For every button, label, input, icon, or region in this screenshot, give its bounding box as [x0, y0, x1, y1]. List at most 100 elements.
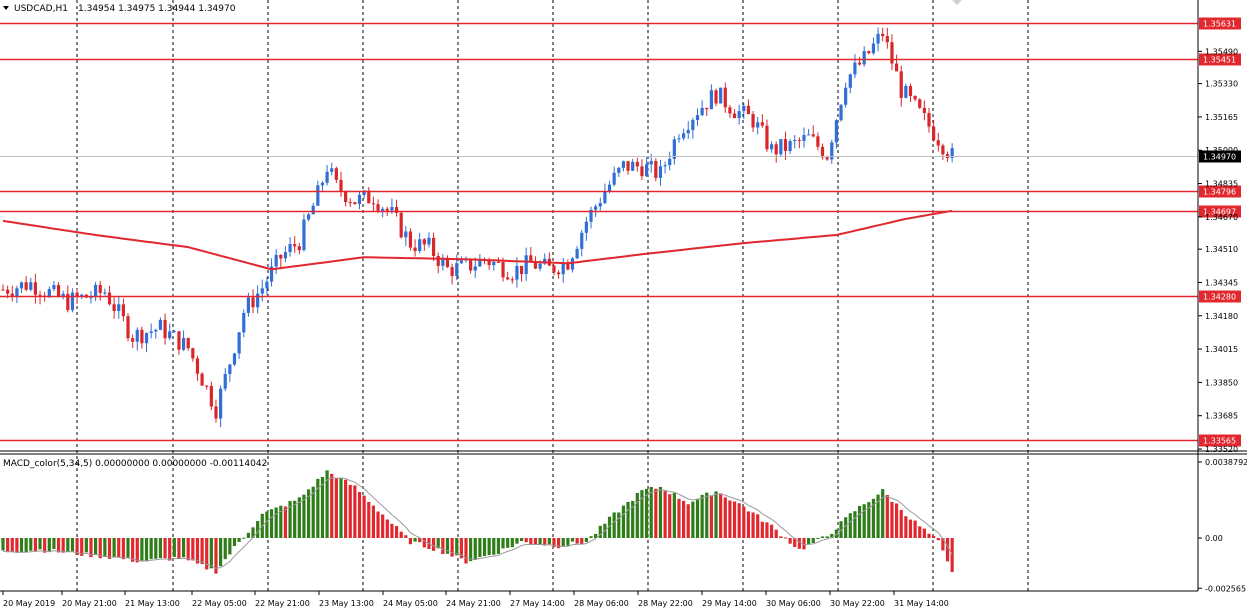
- candle-body: [66, 293, 70, 311]
- macd-bar: [297, 497, 301, 538]
- candle-body: [857, 62, 862, 65]
- indicator-tick-label: -0.002565: [1205, 584, 1246, 593]
- macd-bar: [191, 538, 195, 561]
- candle-body: [654, 161, 658, 178]
- candle-body: [876, 33, 880, 44]
- macd-bar: [584, 538, 588, 543]
- candle-body: [297, 246, 301, 251]
- macd-bar: [853, 511, 857, 538]
- candle-body: [19, 282, 24, 289]
- candle-body: [98, 284, 102, 293]
- candle-body: [38, 294, 42, 296]
- macd-bar: [154, 538, 158, 559]
- triangle-down-icon[interactable]: [3, 6, 9, 10]
- macd-bar: [172, 538, 176, 557]
- macd-bar: [94, 538, 98, 555]
- candle-body: [510, 279, 514, 281]
- candle-body: [121, 304, 125, 317]
- macd-bar: [52, 538, 56, 550]
- macd-bar: [686, 504, 690, 538]
- candle-body: [47, 289, 51, 297]
- macd-bar: [473, 538, 477, 560]
- time-tick-label: 22 May 21:00: [255, 599, 310, 608]
- candle-body: [214, 406, 218, 419]
- time-tick-label: 22 May 05:00: [192, 599, 247, 608]
- candle-body: [700, 107, 704, 116]
- macd-bar: [117, 538, 121, 558]
- macd-bar: [251, 527, 255, 538]
- time-tick-label: 21 May 13:00: [125, 599, 180, 608]
- macd-bar: [607, 516, 612, 538]
- candle-body: [320, 182, 325, 186]
- macd-bar: [181, 538, 186, 558]
- candle-body: [260, 288, 264, 294]
- candle-body: [807, 134, 811, 136]
- macd-bar: [1, 538, 5, 551]
- macd-bar: [61, 538, 65, 553]
- macd-bar: [765, 522, 769, 538]
- candle-body: [89, 297, 93, 299]
- candle-body: [427, 237, 431, 245]
- macd-bar: [807, 538, 811, 545]
- candle-body: [830, 142, 834, 160]
- candle-body: [492, 261, 496, 266]
- macd-bar: [431, 538, 436, 551]
- macd-bar: [158, 538, 163, 559]
- candle-body: [404, 231, 408, 238]
- candle-body: [742, 105, 746, 112]
- macd-bar: [612, 512, 616, 538]
- candle-body: [709, 90, 713, 110]
- price-scale[interactable]: 1.35490 1.35330 1.35165 1.35000 1.34835 1.346…: [1198, 47, 1238, 454]
- macd-bar: [751, 512, 755, 538]
- candle-body: [774, 144, 778, 155]
- macd-bar: [311, 486, 315, 538]
- macd-bar: [626, 501, 630, 538]
- candlestick-series: [1, 27, 954, 427]
- macd-bar: [566, 538, 570, 546]
- macd-bar: [575, 538, 579, 544]
- macd-bar: [256, 521, 260, 538]
- level-price-tag: [1199, 205, 1241, 218]
- time-tick-label: 24 May 21:00: [446, 599, 501, 608]
- macd-bar: [246, 532, 250, 538]
- level-price-label: 1.35451: [1203, 56, 1236, 65]
- macd-bar: [459, 538, 463, 559]
- level-price-label: 1.34697: [1203, 208, 1236, 217]
- candle-body: [52, 285, 56, 290]
- candle-body: [649, 161, 653, 165]
- candle-body: [344, 191, 348, 203]
- macd-bar: [487, 538, 491, 556]
- candle-body: [10, 293, 14, 297]
- candle-body: [853, 62, 857, 75]
- chart-shift-icon[interactable]: [952, 0, 962, 5]
- current-price-label: 1.34970: [1203, 153, 1236, 162]
- macd-bar: [644, 488, 649, 538]
- macd-bar: [714, 491, 718, 538]
- macd-bar: [769, 524, 774, 538]
- macd-bar: [200, 538, 204, 565]
- macd-bar: [205, 538, 209, 570]
- macd-bar: [820, 536, 825, 538]
- candle-body: [607, 184, 612, 192]
- candle-body: [431, 237, 436, 257]
- macd-bar: [881, 489, 885, 538]
- candle-body: [131, 338, 135, 342]
- candle-body: [871, 43, 876, 54]
- candle-body: [29, 282, 33, 290]
- time-scale[interactable]: 20 May 2019 20 May 21:00 21 May 13:00 22 Ma…: [2, 591, 949, 608]
- macd-bar: [381, 514, 385, 538]
- macd-bar: [464, 538, 468, 564]
- candle-body: [811, 134, 815, 137]
- candle-body: [728, 107, 732, 114]
- candle-body: [881, 33, 885, 37]
- macd-bar: [103, 538, 107, 558]
- time-tick-label: 20 May 21:00: [62, 599, 117, 608]
- candle-body: [584, 221, 588, 233]
- candle-body: [394, 207, 399, 213]
- horizontal-levels[interactable]: 1.35631 1.35451 1.34970 1.34796 1.34697 1.342…: [0, 17, 1241, 447]
- indicator-scale[interactable]: 0.0038792 0.00 -0.002565: [1198, 458, 1247, 593]
- candle-body: [455, 263, 459, 277]
- candle-body: [445, 258, 450, 268]
- candle-body: [251, 297, 255, 308]
